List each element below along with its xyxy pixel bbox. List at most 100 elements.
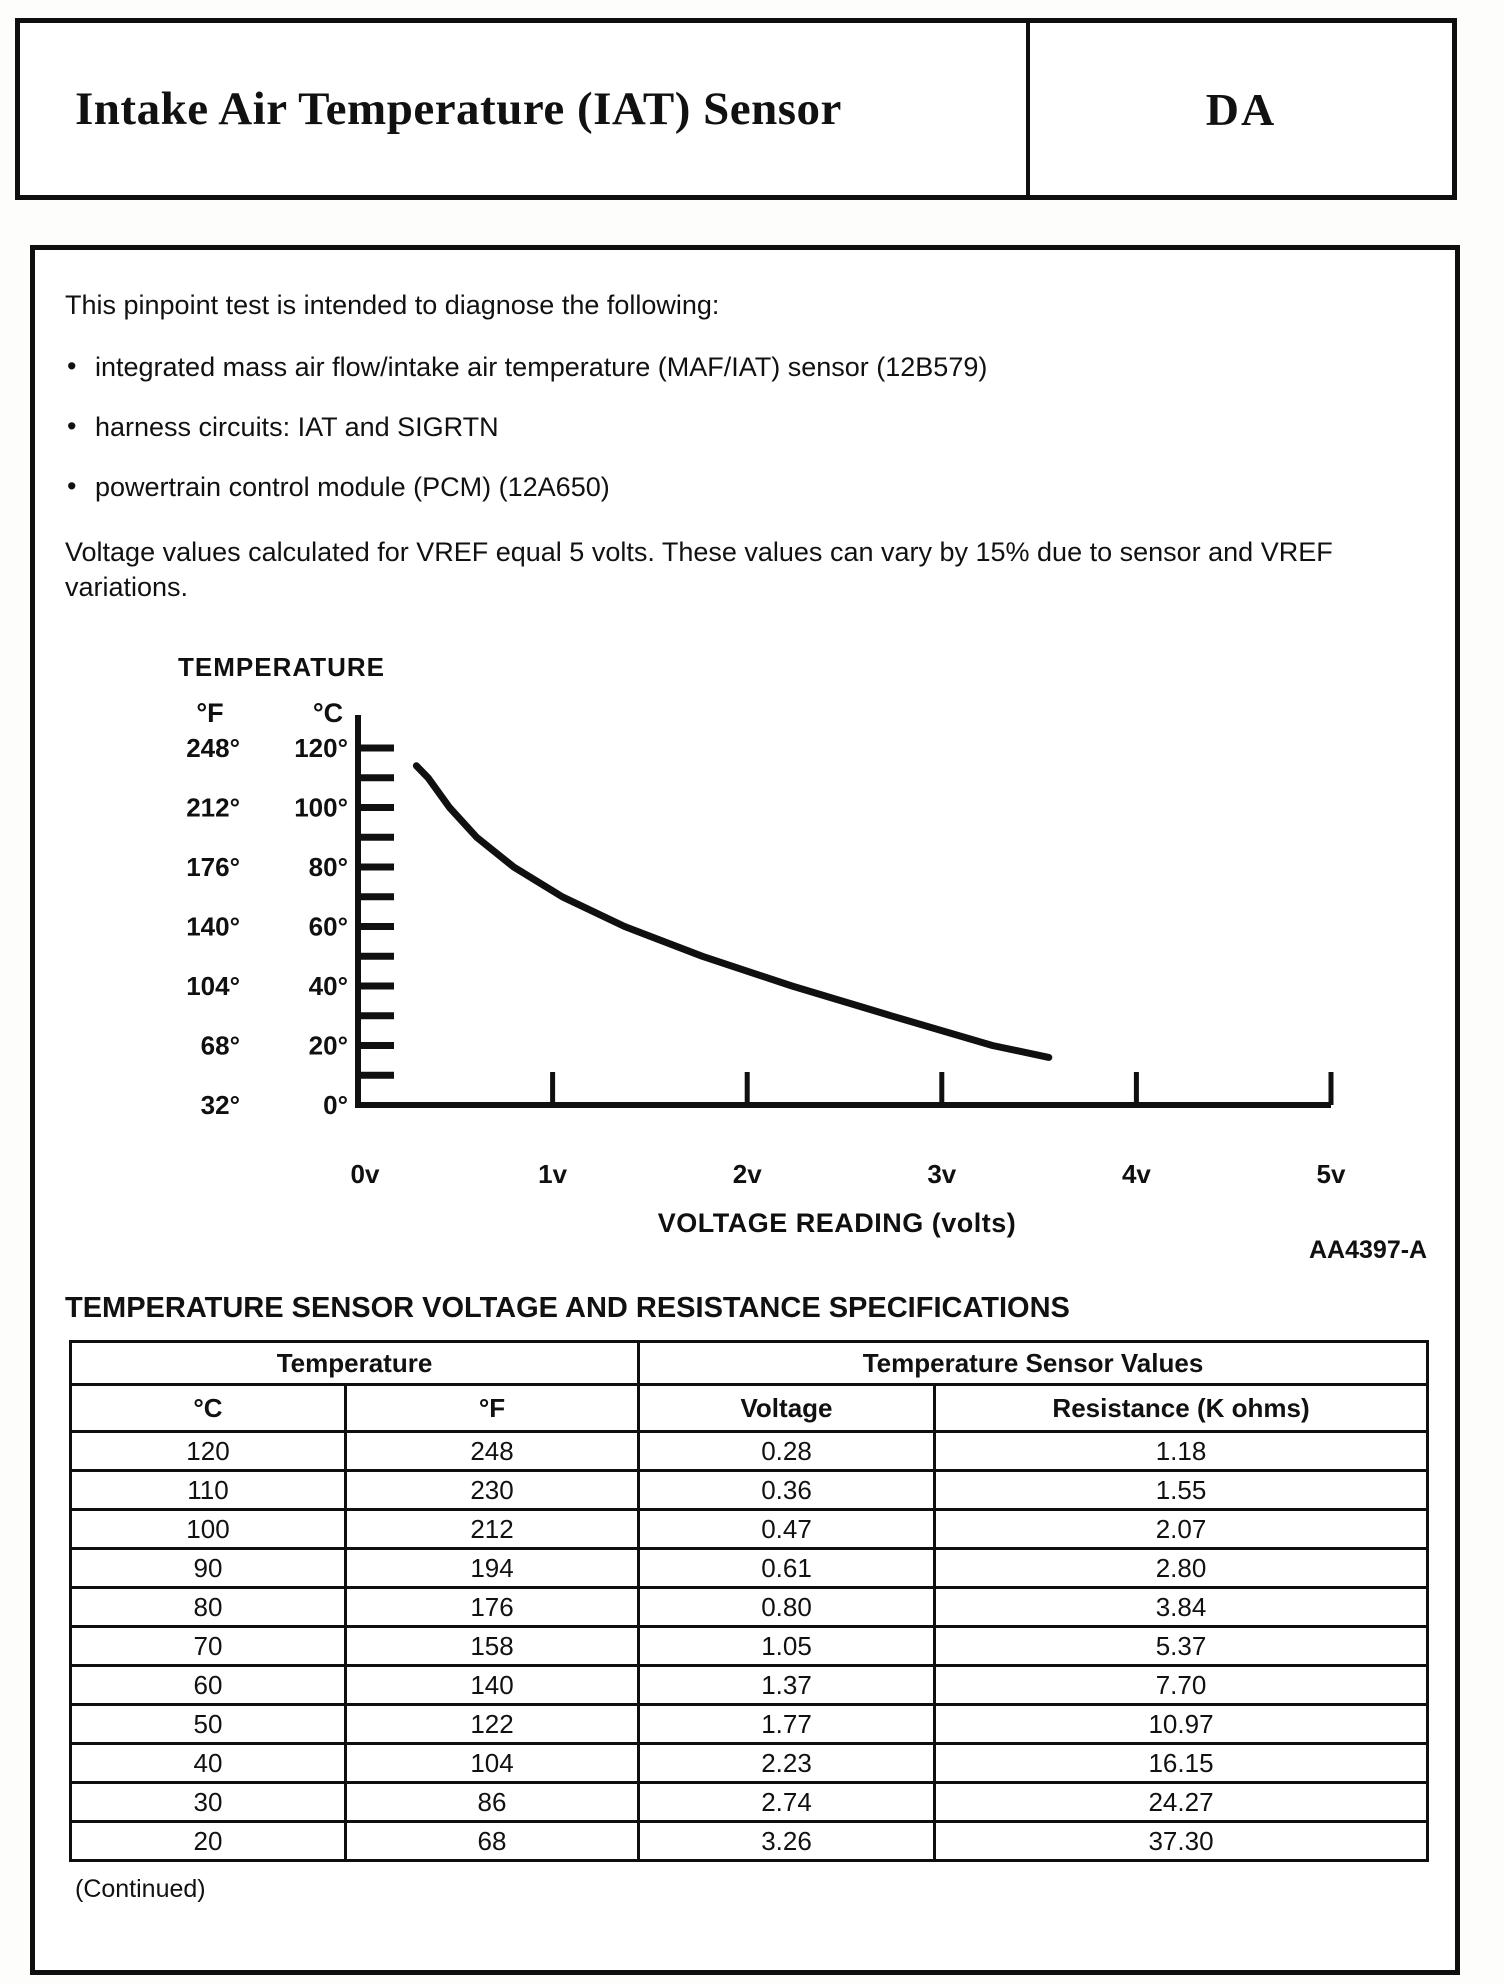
table-row: 40 104 2.23 16.15 <box>69 1742 1430 1784</box>
cell-fahrenheit: 176 <box>343 1586 641 1628</box>
table-row: 120 248 0.28 1.18 <box>69 1430 1430 1472</box>
table-row: 20 68 3.26 37.30 <box>69 1820 1430 1862</box>
cell-voltage: 1.37 <box>637 1664 937 1706</box>
continued-note: (Continued) <box>75 1875 206 1903</box>
chart-title: TEMPERATURE <box>178 652 385 682</box>
y-tick-label-fahrenheit: 68° <box>201 1031 240 1061</box>
table-row: 110 230 0.36 1.55 <box>69 1469 1430 1511</box>
group-header-row: Temperature Temperature Sensor Values <box>68 1340 1430 1386</box>
x-tick-label: 4v <box>1122 1159 1151 1189</box>
cell-voltage: 2.23 <box>637 1742 937 1784</box>
table-row: 70 158 1.05 5.37 <box>69 1625 1430 1667</box>
y-tick-label-fahrenheit: 32° <box>201 1090 240 1120</box>
y-tick-label-celsius: 120° <box>294 733 348 763</box>
y-tick-label-fahrenheit: 104° <box>186 971 240 1001</box>
cell-fahrenheit: 68 <box>343 1820 641 1862</box>
content-box: This pinpoint test is intended to diagno… <box>30 245 1460 1975</box>
group-header-temperature: Temperature <box>68 1340 641 1386</box>
cell-celsius: 40 <box>69 1742 347 1784</box>
bullet-item: powertrain control module (PCM) (12A650) <box>65 471 610 503</box>
y-tick-label-celsius: 60° <box>309 912 348 942</box>
table-row: 30 86 2.74 24.27 <box>69 1781 1430 1823</box>
header-code-cell: DA <box>1030 23 1452 195</box>
x-tick-label: 0v <box>351 1159 380 1189</box>
cell-resistance: 1.55 <box>933 1469 1430 1511</box>
cell-celsius: 20 <box>69 1820 347 1862</box>
cell-fahrenheit: 230 <box>343 1469 641 1511</box>
table-row: 60 140 1.37 7.70 <box>69 1664 1430 1706</box>
y-axis-unit-celsius: °C <box>313 698 343 728</box>
y-tick-label-fahrenheit: 212° <box>186 793 240 823</box>
cell-resistance: 16.15 <box>933 1742 1430 1784</box>
cell-voltage: 3.26 <box>637 1820 937 1862</box>
intro-lead: This pinpoint test is intended to diagno… <box>65 290 720 320</box>
cell-voltage: 1.05 <box>637 1625 937 1667</box>
table-row: 80 176 0.80 3.84 <box>69 1586 1430 1628</box>
cell-resistance: 10.97 <box>933 1703 1430 1745</box>
cell-resistance: 5.37 <box>933 1625 1430 1667</box>
cell-resistance: 1.18 <box>933 1430 1430 1472</box>
cell-voltage: 0.61 <box>637 1547 937 1589</box>
y-tick-label-fahrenheit: 176° <box>186 852 240 882</box>
column-header-fahrenheit: °F <box>343 1383 641 1433</box>
bullet-item: harness circuits: IAT and SIGRTN <box>65 411 499 443</box>
table-row: 90 194 0.61 2.80 <box>69 1547 1430 1589</box>
x-axis-title: VOLTAGE READING (volts) <box>658 1208 1017 1238</box>
cell-fahrenheit: 122 <box>343 1703 641 1745</box>
header-box: Intake Air Temperature (IAT) Sensor DA <box>15 18 1457 200</box>
cell-fahrenheit: 140 <box>343 1664 641 1706</box>
y-tick-label-celsius: 20° <box>309 1031 348 1061</box>
cell-resistance: 37.30 <box>933 1820 1430 1862</box>
cell-celsius: 70 <box>69 1625 347 1667</box>
x-tick-label: 2v <box>733 1159 762 1189</box>
cell-fahrenheit: 104 <box>343 1742 641 1784</box>
figure-code: AA4397-A <box>1309 1236 1427 1264</box>
spec-table: Temperature Temperature Sensor Values °C… <box>68 1340 1430 1862</box>
x-tick-label: 3v <box>927 1159 956 1189</box>
cell-celsius: 50 <box>69 1703 347 1745</box>
chart-canvas: TEMPERATURE °F °C VOLTAGE READING (volts… <box>178 652 1427 1264</box>
y-tick-label-celsius: 40° <box>309 971 348 1001</box>
cell-celsius: 90 <box>69 1547 347 1589</box>
cell-voltage: 0.80 <box>637 1586 937 1628</box>
bullet-item: integrated mass air flow/intake air temp… <box>65 351 987 383</box>
cell-voltage: 1.77 <box>637 1703 937 1745</box>
page-title: Intake Air Temperature (IAT) Sensor <box>75 83 842 135</box>
x-tick-label: 1v <box>538 1159 567 1189</box>
cell-fahrenheit: 86 <box>343 1781 641 1823</box>
cell-celsius: 120 <box>69 1430 347 1472</box>
cell-fahrenheit: 248 <box>343 1430 641 1472</box>
cell-voltage: 0.47 <box>637 1508 937 1550</box>
cell-celsius: 110 <box>69 1469 347 1511</box>
cell-celsius: 30 <box>69 1781 347 1823</box>
spec-table-body: 120 248 0.28 1.18 110 230 0.36 1.55 100 212 0.47 2.… <box>69 1430 1430 1862</box>
header-title-cell: Intake Air Temperature (IAT) Sensor <box>20 23 1030 195</box>
column-header-resistance: Resistance (K ohms) <box>933 1383 1430 1433</box>
iat-voltage-chart: TEMPERATURE °F °C VOLTAGE READING (volts… <box>60 648 1460 1298</box>
cell-resistance: 2.80 <box>933 1547 1430 1589</box>
group-header-sensor-values: Temperature Sensor Values <box>637 1340 1430 1386</box>
y-tick-label-celsius: 80° <box>309 852 348 882</box>
cell-fahrenheit: 212 <box>343 1508 641 1550</box>
pinpoint-test-code: DA <box>1205 83 1277 135</box>
cell-celsius: 100 <box>69 1508 347 1550</box>
sensor-curve <box>412 762 1053 1061</box>
cell-resistance: 24.27 <box>933 1781 1430 1823</box>
y-tick-label-fahrenheit: 140° <box>186 912 240 942</box>
cell-celsius: 80 <box>69 1586 347 1628</box>
column-header-row: °C °F Voltage Resistance (K ohms) <box>69 1383 1430 1433</box>
x-tick-label: 5v <box>1317 1159 1346 1189</box>
y-tick-label-fahrenheit: 248° <box>186 733 240 763</box>
column-header-voltage: Voltage <box>637 1383 937 1433</box>
cell-resistance: 3.84 <box>933 1586 1430 1628</box>
cell-voltage: 0.28 <box>637 1430 937 1472</box>
y-tick-label-celsius: 0° <box>323 1090 348 1120</box>
table-row: 50 122 1.77 10.97 <box>69 1703 1430 1745</box>
y-axis-unit-fahrenheit: °F <box>196 698 223 728</box>
y-tick-label-celsius: 100° <box>294 793 348 823</box>
cell-resistance: 2.07 <box>933 1508 1430 1550</box>
vref-note: Voltage values calculated for VREF equal… <box>65 537 1333 602</box>
table-row: 100 212 0.47 2.07 <box>69 1508 1430 1550</box>
column-header-celsius: °C <box>69 1383 347 1433</box>
